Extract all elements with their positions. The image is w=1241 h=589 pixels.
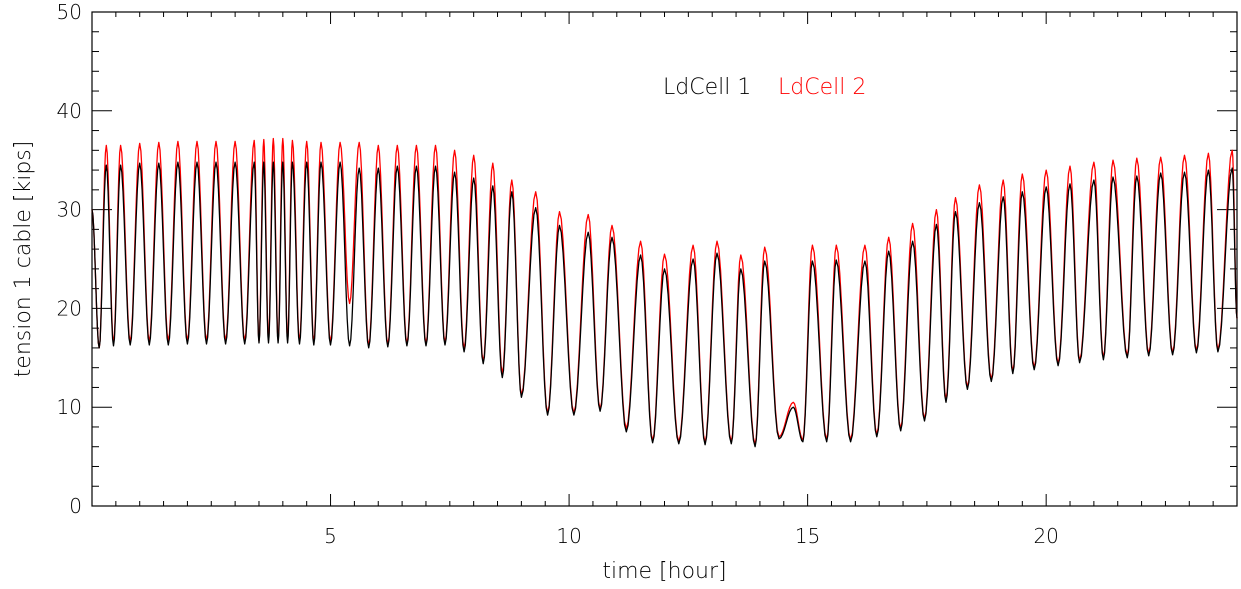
y-tick-label: 0 (69, 494, 82, 518)
legend-item-ldcell-1: LdCell 1 (663, 75, 751, 100)
x-axis-label: time [hour] (602, 559, 726, 584)
series-line-ldcell-1 (91, 161, 1238, 448)
y-axis-label: tension 1 cable [kips] (11, 141, 36, 378)
x-tick-label: 15 (795, 524, 820, 548)
series-line-ldcell-2 (91, 137, 1238, 446)
y-tick-label: 40 (57, 99, 82, 123)
tick-labels: 5 10 15 20 0 10 20 30 40 50 (57, 0, 1059, 548)
y-tick-label: 20 (57, 296, 82, 320)
x-tick-label: 10 (556, 524, 581, 548)
axis-ticks (92, 11, 1237, 507)
legend: LdCell 1 LdCell 2 (663, 75, 866, 100)
y-tick-label: 30 (57, 198, 82, 222)
series-layer (91, 137, 1238, 448)
y-tick-label: 10 (57, 395, 82, 419)
x-tick-label: 5 (324, 524, 337, 548)
x-tick-label: 20 (1033, 524, 1058, 548)
y-tick-label: 50 (57, 0, 82, 24)
legend-item-ldcell-2: LdCell 2 (778, 75, 866, 100)
